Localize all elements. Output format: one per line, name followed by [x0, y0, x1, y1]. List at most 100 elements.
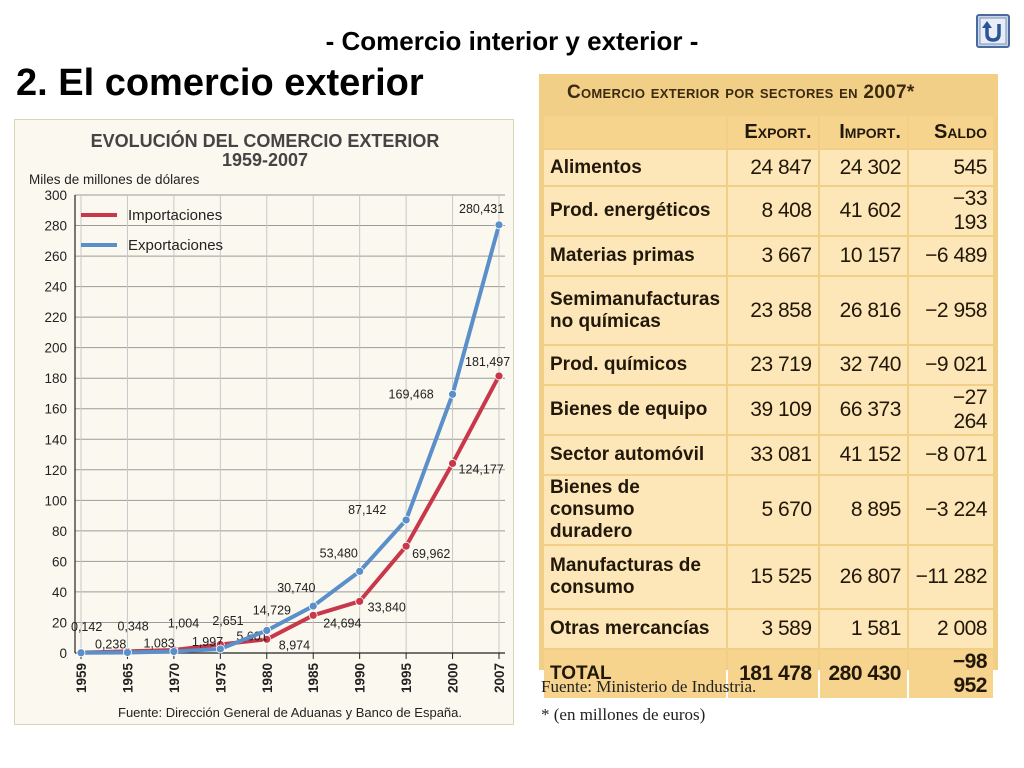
row-saldo: −9 021 [908, 346, 993, 384]
data-label: 0,238 [95, 638, 126, 652]
y-tick-label: 100 [44, 493, 67, 508]
row-saldo: −33 193 [908, 187, 993, 235]
row-saldo: −11 282 [908, 546, 993, 608]
y-tick-label: 120 [44, 463, 67, 478]
y-tick-label: 0 [59, 646, 67, 661]
y-tick-label: 60 [52, 554, 67, 569]
row-label: Otras mercancías [544, 610, 727, 648]
data-point [76, 648, 86, 658]
sector-table: Export. Import. Saldo Alimentos 24 847 24 … [542, 114, 995, 700]
row-saldo: −27 264 [908, 386, 993, 434]
row-import: 32 740 [819, 346, 907, 384]
data-label: 33,840 [368, 600, 406, 614]
chart-source: Fuente: Dirección General de Aduanas y B… [118, 705, 462, 720]
data-point [262, 634, 272, 644]
data-label: 2,651 [212, 614, 243, 628]
x-tick-label: 2000 [446, 663, 461, 693]
table-row: Otras mercancías 3 589 1 581 2 008 [544, 610, 993, 648]
row-import: 26 816 [819, 277, 907, 344]
chart-series: 0,238 1,083 1,997 5,6018,97424,69433,84069,… [71, 202, 510, 658]
data-point [401, 515, 411, 525]
data-point [448, 389, 457, 399]
row-export: 3 667 [728, 237, 818, 275]
row-saldo: −2 958 [908, 277, 993, 344]
data-label: 280,431 [459, 202, 504, 216]
row-label: Prod. químicos [544, 346, 727, 384]
x-tick-label: 1985 [306, 663, 321, 694]
table-row: Semimanufacturas no químicas 23 858 26 816… [544, 277, 993, 344]
row-export: 5 670 [728, 476, 818, 544]
chart-title: EVOLUCIÓN DEL COMERCIO EXTERIOR [91, 130, 440, 151]
row-import: 24 302 [819, 150, 907, 185]
row-saldo: −8 071 [908, 436, 993, 474]
row-export: 23 858 [728, 277, 818, 344]
trade-evolution-chart: EVOLUCIÓN DEL COMERCIO EXTERIOR 1959-200… [29, 130, 510, 720]
row-export: 23 719 [728, 346, 818, 384]
data-point [401, 541, 411, 551]
y-tick-label: 260 [44, 249, 67, 264]
y-tick-label: 200 [44, 341, 67, 356]
legend-label: Exportaciones [128, 237, 223, 254]
total-import: 280 430 [819, 650, 907, 698]
x-tick-label: 1990 [353, 663, 368, 693]
row-import: 1 581 [819, 610, 907, 648]
series-line-exportaciones [80, 224, 501, 655]
row-import: 26 807 [819, 546, 907, 608]
row-label: Prod. energéticos [544, 187, 727, 235]
row-export: 33 081 [728, 436, 818, 474]
table-header-row: Export. Import. Saldo [544, 116, 993, 148]
y-tick-label: 80 [52, 524, 67, 539]
y-tick-label: 300 [44, 188, 67, 203]
sector-table-panel: Comercio exterior por sectores en 2007* … [539, 74, 998, 698]
data-label: 53,480 [320, 546, 358, 560]
data-label: 181,497 [465, 355, 510, 369]
row-export: 3 589 [728, 610, 818, 648]
data-point [355, 596, 365, 606]
x-tick-label: 1965 [120, 663, 135, 694]
row-export: 24 847 [728, 150, 818, 185]
row-saldo: −6 489 [908, 237, 993, 275]
data-point [308, 610, 318, 620]
row-label: Materias primas [544, 237, 727, 275]
row-export: 8 408 [728, 187, 818, 235]
data-label: 0,348 [117, 619, 148, 633]
data-label: 1,083 [143, 636, 174, 650]
x-tick-label: 2007 [492, 663, 507, 693]
data-point [215, 644, 225, 654]
data-point [262, 626, 272, 635]
y-tick-label: 280 [44, 219, 67, 234]
row-label: Bienes de consumo duradero [544, 476, 727, 544]
table-row: Manufacturas de consumo 15 525 26 807 −11 2… [544, 546, 993, 608]
row-import: 8 895 [819, 476, 907, 544]
row-label: Sector automóvil [544, 436, 727, 474]
row-import: 66 373 [819, 386, 907, 434]
data-label: 30,740 [277, 581, 315, 595]
row-export: 15 525 [728, 546, 818, 608]
header-saldo: Saldo [908, 116, 993, 148]
data-label: 124,177 [459, 462, 504, 476]
y-tick-label: 180 [44, 371, 67, 386]
back-arrow-icon [976, 14, 1010, 48]
data-label: 8,974 [279, 638, 310, 652]
x-tick-label: 1970 [167, 663, 182, 693]
data-point [308, 601, 318, 611]
table-row: Bienes de equipo 39 109 66 373 −27 264 [544, 386, 993, 434]
data-label: 0,142 [71, 620, 102, 634]
data-point [169, 647, 179, 656]
row-label: Manufacturas de consumo [544, 546, 727, 608]
table-source: Fuente: Ministerio de Industria. [541, 677, 757, 696]
legend-label: Importaciones [128, 207, 222, 224]
back-button[interactable] [976, 14, 1010, 48]
x-tick-label: 1975 [213, 663, 228, 694]
data-label: 169,468 [389, 387, 434, 401]
data-point [494, 371, 504, 381]
data-label: 87,142 [348, 503, 386, 517]
data-label: 69,962 [412, 547, 450, 561]
total-label: TOTAL [544, 650, 727, 698]
y-tick-label: 20 [52, 615, 67, 630]
data-point [448, 459, 457, 468]
y-tick-label: 240 [44, 280, 67, 295]
header-blank [544, 116, 727, 148]
table-footnote: * (en millones de euros) [541, 705, 706, 724]
row-import: 10 157 [819, 237, 907, 275]
